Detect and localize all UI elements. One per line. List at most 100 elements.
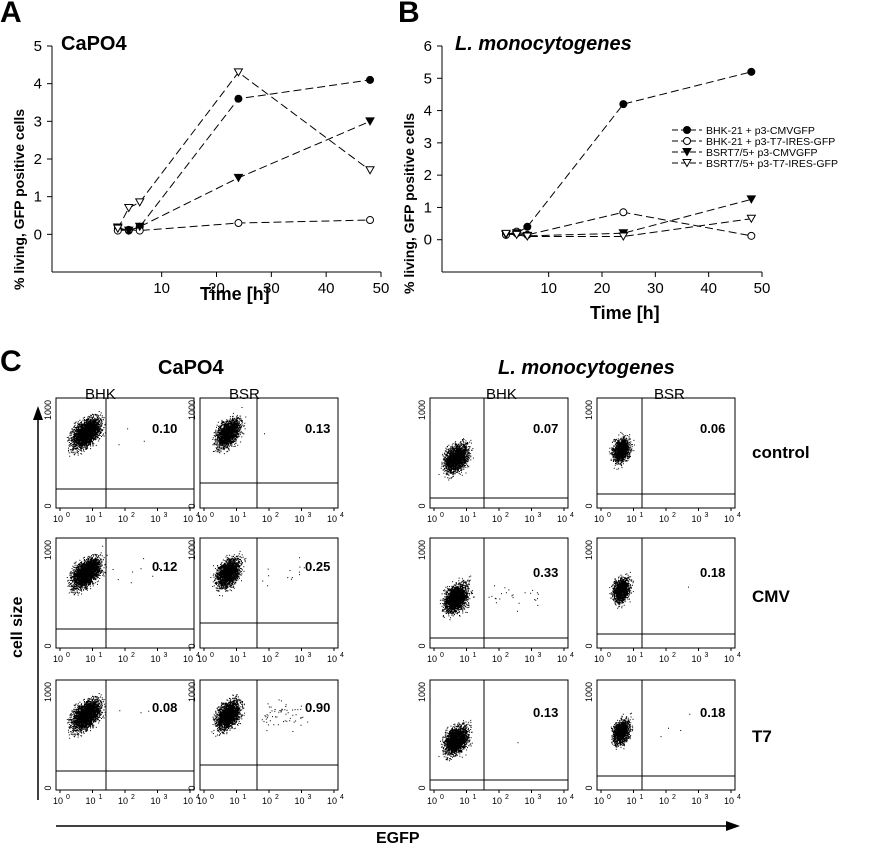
facs-ytick-label: 1000 bbox=[187, 540, 197, 560]
chart-b-xtick-label: 10 bbox=[540, 280, 557, 297]
pct-listeria-bhk-t7: 0.13 bbox=[533, 705, 559, 720]
facs-frame bbox=[199, 537, 339, 649]
facs-xtick-exponent: 3 bbox=[705, 794, 709, 801]
facs-xtick-exponent: 0 bbox=[607, 794, 611, 801]
chart-a-series-3-line bbox=[117, 120, 371, 232]
facs-ytick-label: 0 bbox=[584, 503, 594, 508]
facs-xtick-label: 10 bbox=[85, 796, 95, 806]
facs-ytick-label: 1000 bbox=[43, 682, 53, 702]
facs-xtick-exponent: 1 bbox=[99, 652, 103, 659]
facs-xtick-exponent: 3 bbox=[164, 794, 168, 801]
chart-b-ylabel: % living, GFP positive cells bbox=[401, 112, 417, 294]
flow-y-axis-label: cell size bbox=[9, 596, 26, 658]
facs-xtick-exponent: 2 bbox=[275, 652, 279, 659]
facs-xtick-label: 10 bbox=[229, 796, 239, 806]
col-header-bhk-listeria: BHK bbox=[486, 386, 517, 403]
facs-xtick-label: 10 bbox=[427, 514, 437, 524]
facs-xtick-label: 10 bbox=[85, 514, 95, 524]
event-dots bbox=[608, 431, 635, 470]
facs-ytick-label: 1000 bbox=[584, 540, 594, 560]
chart-a-series-4-point bbox=[233, 68, 244, 77]
chart-a-series-3-point bbox=[233, 173, 244, 183]
chart-a-ytick-label: 1 bbox=[34, 189, 42, 206]
facs-xtick-exponent: 2 bbox=[672, 794, 676, 801]
chart-b-title: L. monocytogenes bbox=[455, 33, 632, 55]
chart-b-series-1-point bbox=[523, 222, 532, 231]
row-header-control: control bbox=[752, 443, 810, 462]
chart-a-series-1-line bbox=[117, 79, 371, 232]
facs-xtick-exponent: 4 bbox=[340, 652, 344, 659]
facs-ytick-label: 1000 bbox=[187, 400, 197, 420]
facs-xtick-exponent: 2 bbox=[275, 512, 279, 519]
facs-xtick-exponent: 4 bbox=[340, 794, 344, 801]
facs-xtick-label: 10 bbox=[691, 654, 701, 664]
legend-label-4: BSRT7/5+ p3-T7-IRES-GFP bbox=[706, 158, 838, 170]
chart-a-series-3-point bbox=[134, 222, 145, 232]
chart-a-series-1-point bbox=[366, 75, 375, 84]
facs-xtick-exponent: 1 bbox=[640, 652, 644, 659]
pct-capo4-bhk-control: 0.10 bbox=[152, 421, 178, 436]
facs-xtick-exponent: 4 bbox=[340, 512, 344, 519]
chart-b-ytick-label: 3 bbox=[424, 135, 432, 152]
chart-b-xlabel: Time [h] bbox=[590, 303, 660, 323]
facs-xtick-label: 10 bbox=[724, 514, 734, 524]
facs-xtick-exponent: 0 bbox=[66, 794, 70, 801]
chart-a-series-4-point bbox=[112, 224, 123, 234]
chart-a-ytick-label: 2 bbox=[34, 151, 42, 168]
facs-ytick-label: 1000 bbox=[43, 540, 53, 560]
chart-b-ytick-label: 5 bbox=[424, 70, 432, 87]
facs-xtick-label: 10 bbox=[118, 796, 128, 806]
facs-xtick-exponent: 4 bbox=[570, 794, 574, 801]
facs-xtick-exponent: 0 bbox=[440, 512, 444, 519]
facs-xtick-exponent: 4 bbox=[737, 794, 741, 801]
facs-xtick-exponent: 4 bbox=[737, 512, 741, 519]
facs-ytick-label: 1000 bbox=[417, 400, 427, 420]
chart-b-series-4-point bbox=[511, 230, 522, 240]
facs-xtick-label: 10 bbox=[724, 654, 734, 664]
event-dots bbox=[438, 719, 519, 762]
event-dots bbox=[66, 545, 160, 596]
chart-b-series-4-line bbox=[505, 218, 752, 237]
chart-a-series-4-point bbox=[123, 203, 134, 213]
flow-title-capo4: CaPO4 bbox=[158, 357, 224, 379]
chart-a-series-2-point bbox=[234, 219, 243, 228]
facs-xtick-exponent: 1 bbox=[640, 512, 644, 519]
chart-a-xlabel: Time [h] bbox=[200, 284, 270, 304]
facs-xtick-label: 10 bbox=[53, 654, 63, 664]
legend-marker-1 bbox=[683, 126, 691, 134]
event-dots bbox=[211, 694, 311, 737]
facs-ytick-label: 1000 bbox=[417, 682, 427, 702]
facs-xtick-exponent: 0 bbox=[607, 652, 611, 659]
facs-xtick-exponent: 3 bbox=[705, 512, 709, 519]
facs-xtick-label: 10 bbox=[524, 654, 534, 664]
legend-label-3: BSRT7/5+ p3-CMVGFP bbox=[706, 147, 818, 159]
facs-xtick-exponent: 1 bbox=[99, 794, 103, 801]
chart-b-series-3-point bbox=[746, 195, 757, 204]
facs-xtick-label: 10 bbox=[524, 796, 534, 806]
pct-listeria-bsr-cmv: 0.18 bbox=[700, 565, 726, 580]
facs-xtick-label: 10 bbox=[183, 796, 193, 806]
chart-a-xtick-label: 10 bbox=[153, 280, 170, 297]
facs-xtick-exponent: 2 bbox=[131, 652, 135, 659]
facs-xtick-label: 10 bbox=[294, 514, 304, 524]
facs-xtick-label: 10 bbox=[150, 514, 160, 524]
facs-xtick-exponent: 4 bbox=[570, 652, 574, 659]
facs-xtick-exponent: 3 bbox=[308, 794, 312, 801]
facs-ytick-label: 0 bbox=[584, 643, 594, 648]
facs-xtick-label: 10 bbox=[85, 654, 95, 664]
flow-x-axis-label: EGFP bbox=[376, 830, 420, 847]
facs-xtick-exponent: 3 bbox=[308, 652, 312, 659]
chart-a-series-2-point bbox=[366, 216, 375, 225]
facs-xtick-exponent: 2 bbox=[131, 512, 135, 519]
facs-frame bbox=[55, 397, 195, 509]
chart-b-series-1-point bbox=[619, 100, 628, 109]
chart-b-ytick-label: 6 bbox=[424, 38, 432, 55]
